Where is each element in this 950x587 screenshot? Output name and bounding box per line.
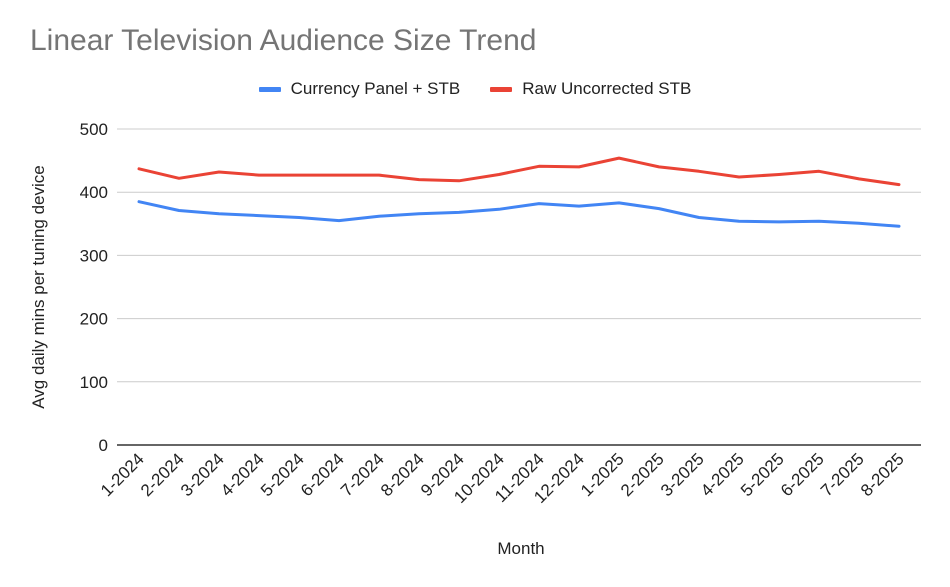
x-tick-label-8-2025: 8-2025 [857,449,908,500]
x-axis-title: Month [497,539,544,558]
gridlines [117,128,921,383]
x-tick-label-5-2025: 5-2025 [737,449,788,500]
x-tick-label-1-2025: 1-2025 [577,449,628,500]
x-tick-label-2-2024: 2-2024 [137,449,188,500]
legend-swatch-currency [258,86,281,92]
series-lines [137,156,901,228]
y-tick-label-100: 100 [80,373,108,392]
x-tick-label-4-2025: 4-2025 [697,449,748,500]
x-tick-label-5-2024: 5-2024 [257,449,308,500]
y-tick-label-400: 400 [80,183,108,202]
y-tick-label-500: 500 [80,120,108,139]
series-line-currency [137,200,901,228]
x-tick-label-6-2024: 6-2024 [297,449,348,500]
legend: Currency Panel + STB Raw Uncorrected STB [0,79,950,99]
x-tick-label-8-2024: 8-2024 [377,449,428,500]
x-axis-ticks: 1-20242-20243-20244-20245-20246-20247-20… [97,449,908,507]
x-tick-label-7-2024: 7-2024 [337,449,388,500]
legend-label-currency: Currency Panel + STB [290,79,461,98]
y-tick-label-200: 200 [80,310,108,329]
x-tick-label-4-2024: 4-2024 [217,449,268,500]
legend-label-raw: Raw Uncorrected STB [522,79,692,98]
x-tick-label-2-2025: 2-2025 [617,449,668,500]
x-tick-label-3-2024: 3-2024 [177,449,228,500]
x-tick-label-1-2024: 1-2024 [97,449,148,500]
y-tick-label-300: 300 [80,246,108,265]
legend-swatch-raw [490,86,513,92]
x-tick-label-7-2025: 7-2025 [817,449,868,500]
legend-item-raw[interactable]: Raw Uncorrected STB [490,79,691,99]
y-axis-title: Avg daily mins per tuning device [29,165,48,409]
y-axis-ticks: 0 100 200 300 400 500 [80,120,108,455]
legend-item-currency[interactable]: Currency Panel + STB [258,79,461,99]
chart-title: Linear Television Audience Size Trend [30,24,537,57]
x-tick-label-3-2025: 3-2025 [657,449,708,500]
x-tick-label-6-2025: 6-2025 [777,449,828,500]
y-tick-label-0: 0 [99,436,108,455]
series-line-raw [137,156,901,187]
